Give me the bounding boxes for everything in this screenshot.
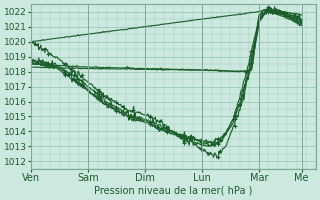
X-axis label: Pression niveau de la mer( hPa ): Pression niveau de la mer( hPa ) — [94, 186, 253, 196]
